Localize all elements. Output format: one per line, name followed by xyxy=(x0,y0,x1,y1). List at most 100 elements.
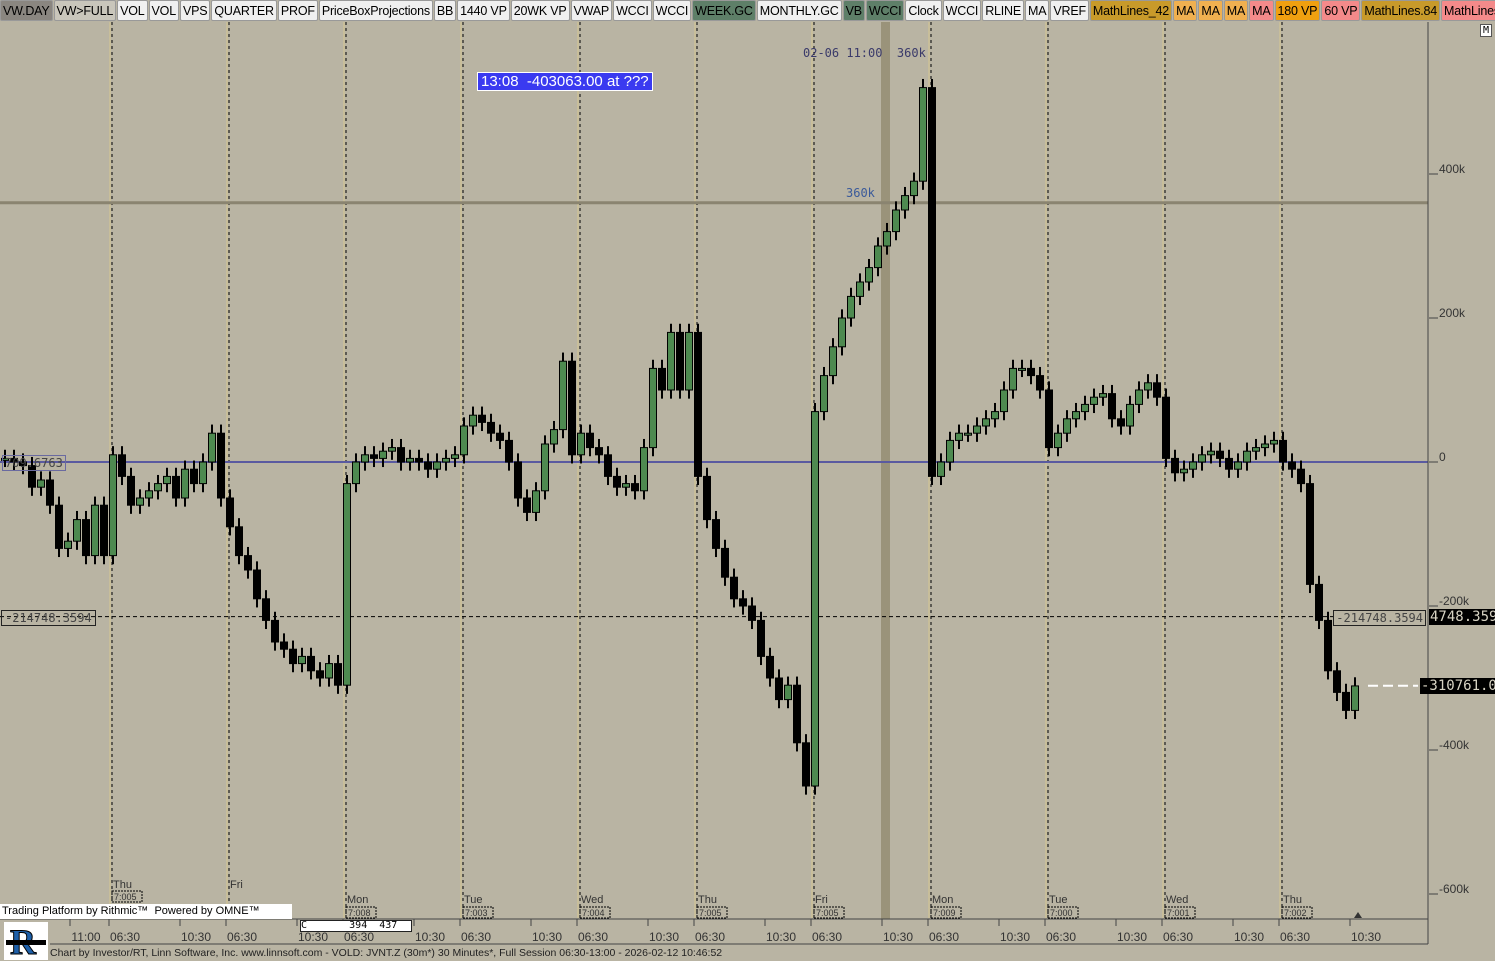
indicator-tab[interactable]: VW>FULL xyxy=(53,0,117,21)
indicator-tab[interactable]: VOL xyxy=(117,0,148,21)
candle-up xyxy=(136,497,144,506)
price-tick-label: -400k xyxy=(1439,738,1470,752)
candle-down xyxy=(1225,457,1233,470)
indicator-tab-bar: VW.DAY VW>FULL VOL VOL VPS QUARTER PROF PriceBo… xyxy=(0,0,1495,22)
day-code-box xyxy=(696,906,728,919)
indicator-tab[interactable]: MA xyxy=(1249,0,1274,21)
indicator-tab[interactable]: MathLines.84 xyxy=(1361,0,1441,21)
candle-up xyxy=(1081,403,1089,413)
indicator-tab[interactable]: QUARTER xyxy=(211,0,277,21)
candle-up xyxy=(64,540,72,549)
candle-down xyxy=(595,447,603,456)
rithmic-text: Trading Platform by Rithmic™ xyxy=(2,905,149,917)
candle-up xyxy=(577,432,585,456)
candle-up xyxy=(1261,443,1269,449)
indicator-tab[interactable]: MA xyxy=(1173,0,1198,21)
candle-up xyxy=(1243,450,1251,463)
indicator-tab[interactable]: 180 VP xyxy=(1274,0,1321,21)
candle-down xyxy=(424,461,432,470)
indicator-tab[interactable]: RLINE xyxy=(982,0,1025,21)
candle-up xyxy=(91,504,99,557)
time-tick-label: 06:30 xyxy=(929,930,959,944)
indicator-tab[interactable]: MA xyxy=(1025,0,1050,21)
candle-up xyxy=(991,411,999,420)
indicator-tab[interactable]: MathLines_42 xyxy=(1089,0,1173,21)
candle-down xyxy=(1315,583,1323,621)
candle-down xyxy=(289,648,297,665)
candle-up xyxy=(829,346,837,377)
candle-down xyxy=(415,457,423,463)
time-tick-label: 10:30 xyxy=(415,930,445,944)
corner-m-button[interactable]: M xyxy=(1480,24,1493,37)
candle-up xyxy=(361,454,369,463)
candle-down xyxy=(1117,418,1125,427)
indicator-tab[interactable]: PROF xyxy=(277,0,318,21)
candle-up xyxy=(154,483,162,492)
indicator-tab[interactable]: WEEK.GC xyxy=(692,0,756,21)
indicator-tab[interactable]: PriceBoxProjections xyxy=(318,0,433,21)
candle-up xyxy=(937,461,945,477)
candle-down xyxy=(748,605,756,621)
day-code: 7:008 xyxy=(348,908,371,918)
time-tick-label: 06:30 xyxy=(110,930,140,944)
day-code-box xyxy=(1164,906,1196,919)
time-marker-icon xyxy=(1354,912,1362,918)
day-code: 7:002 xyxy=(1284,908,1307,918)
level-360k-label: 360k xyxy=(846,186,875,200)
indicator-tab[interactable]: 20WK VP xyxy=(510,0,570,21)
candle-up xyxy=(1072,411,1080,420)
candle-up xyxy=(1198,454,1206,463)
candle-down xyxy=(28,465,36,488)
indicator-tab[interactable]: 60 VP xyxy=(1321,0,1361,21)
indicator-tab[interactable]: 1440 VP xyxy=(457,0,510,21)
candle-up xyxy=(982,418,990,427)
day-label: Wed xyxy=(1166,894,1188,906)
indicator-tab[interactable]: VWAP xyxy=(570,0,613,21)
candle-down xyxy=(271,619,279,643)
candle-down xyxy=(172,475,180,499)
time-tick-label: 10:30 xyxy=(298,930,328,944)
candle-down xyxy=(1279,439,1287,463)
indicator-tab[interactable]: Clock xyxy=(905,0,942,21)
candle-up xyxy=(1234,461,1242,470)
candle-down xyxy=(568,360,576,456)
day-code-box xyxy=(462,906,494,919)
indicator-tab[interactable]: MA xyxy=(1198,0,1223,21)
candle-up xyxy=(541,443,549,492)
indicator-tab[interactable]: BB xyxy=(433,0,457,21)
indicator-tab[interactable]: MathLines.168 xyxy=(1441,0,1495,21)
time-tick-label: 06:30 xyxy=(227,930,257,944)
day-code: 7:005 xyxy=(699,908,722,918)
indicator-tab[interactable]: VPS xyxy=(179,0,211,21)
candle-down xyxy=(10,457,18,463)
candle-down xyxy=(739,598,747,607)
candle-up xyxy=(649,367,657,449)
indicator-tab[interactable]: MONTHLY.GC xyxy=(756,0,842,21)
indicator-tab[interactable]: VB xyxy=(842,0,865,21)
day-label: Thu xyxy=(1283,894,1302,906)
indicator-tab[interactable]: VW.DAY xyxy=(0,0,53,21)
time-tick-label: 06:30 xyxy=(1163,930,1193,944)
candle-down xyxy=(127,475,135,506)
rithmic-banner[interactable]: Trading Platform by Rithmic™ Powered by … xyxy=(0,904,292,919)
indicator-tab[interactable]: WCCI xyxy=(865,0,905,21)
candle-up xyxy=(1054,432,1062,449)
candle-down xyxy=(1027,367,1035,377)
time-tick-label: 06:30 xyxy=(812,930,842,944)
plot-area xyxy=(0,22,1428,919)
indicator-tab[interactable]: VOL xyxy=(148,0,179,21)
candle-down xyxy=(496,432,504,441)
candle-down xyxy=(55,504,63,549)
indicator-tab[interactable]: VREF xyxy=(1050,0,1089,21)
candle-down xyxy=(721,547,729,578)
day-label: Tue xyxy=(1049,894,1068,906)
candle-up xyxy=(964,432,972,436)
day-code-box xyxy=(579,906,611,919)
indicator-tab[interactable]: WCCI xyxy=(652,0,692,21)
candle-up xyxy=(847,295,855,319)
indicator-tab[interactable]: WCCI xyxy=(613,0,652,21)
indicator-tab[interactable]: MA xyxy=(1223,0,1249,21)
candle-down xyxy=(100,504,108,557)
indicator-tab[interactable]: WCCI xyxy=(942,0,982,21)
